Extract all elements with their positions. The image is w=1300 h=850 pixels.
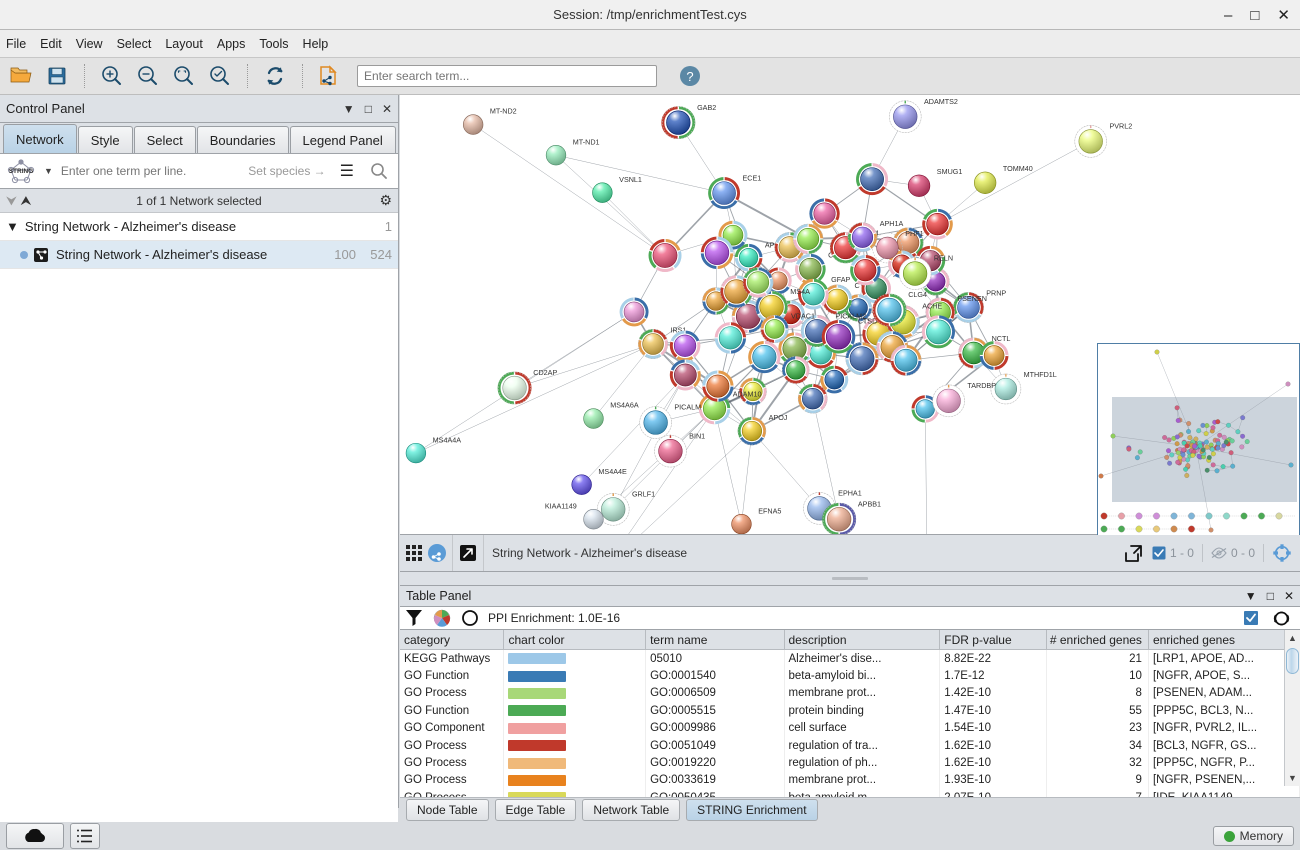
svg-text:TOMM40: TOMM40 xyxy=(1003,164,1033,173)
svg-text:BIN1: BIN1 xyxy=(689,431,705,440)
svg-text:EPHA1: EPHA1 xyxy=(838,489,862,498)
svg-text:ADAMTS2: ADAMTS2 xyxy=(924,97,958,106)
svg-text:VSNL1: VSNL1 xyxy=(619,175,642,184)
svg-text:MS4A6A: MS4A6A xyxy=(610,401,639,410)
svg-text:PVRL2: PVRL2 xyxy=(1109,122,1132,131)
svg-text:RELN: RELN xyxy=(934,254,953,263)
svg-text:MS4A4A: MS4A4A xyxy=(433,435,462,444)
svg-text:GRLF1: GRLF1 xyxy=(632,490,655,499)
svg-text:KIAA1149: KIAA1149 xyxy=(545,501,577,510)
svg-text:VDAC1: VDAC1 xyxy=(791,312,815,321)
svg-text:ACHE: ACHE xyxy=(922,302,942,311)
svg-text:ADAM10: ADAM10 xyxy=(733,389,762,398)
svg-text:PRNP: PRNP xyxy=(986,288,1006,297)
svg-text:CD2AP: CD2AP xyxy=(533,368,557,377)
svg-text:?: ? xyxy=(686,69,693,84)
svg-text:PHF1: PHF1 xyxy=(905,229,923,238)
svg-text:EFNA5: EFNA5 xyxy=(758,506,781,515)
svg-text:APOJ: APOJ xyxy=(769,413,788,422)
svg-text:CLG4: CLG4 xyxy=(908,290,927,299)
svg-text:PICALM: PICALM xyxy=(674,403,701,412)
svg-text:MTHFD1L: MTHFD1L xyxy=(1024,370,1057,379)
svg-text:MS4A: MS4A xyxy=(790,287,810,296)
svg-text:TARDBP: TARDBP xyxy=(967,381,996,390)
svg-text:GAB2: GAB2 xyxy=(697,103,716,112)
svg-text:PSENEN: PSENEN xyxy=(957,294,987,303)
svg-text:STRING: STRING xyxy=(9,168,34,175)
svg-text:GFAP: GFAP xyxy=(831,275,850,284)
svg-text:APBB1: APBB1 xyxy=(858,499,881,508)
svg-text:APH1A: APH1A xyxy=(880,219,904,228)
svg-text:CTSD: CTSD xyxy=(858,316,878,325)
svg-text:MS4A4E: MS4A4E xyxy=(598,467,627,476)
svg-text:SMUG1: SMUG1 xyxy=(937,167,963,176)
svg-text:MT-ND2: MT-ND2 xyxy=(490,107,517,116)
svg-text:MT-ND1: MT-ND1 xyxy=(573,137,600,146)
svg-text:ECE1: ECE1 xyxy=(742,174,761,183)
